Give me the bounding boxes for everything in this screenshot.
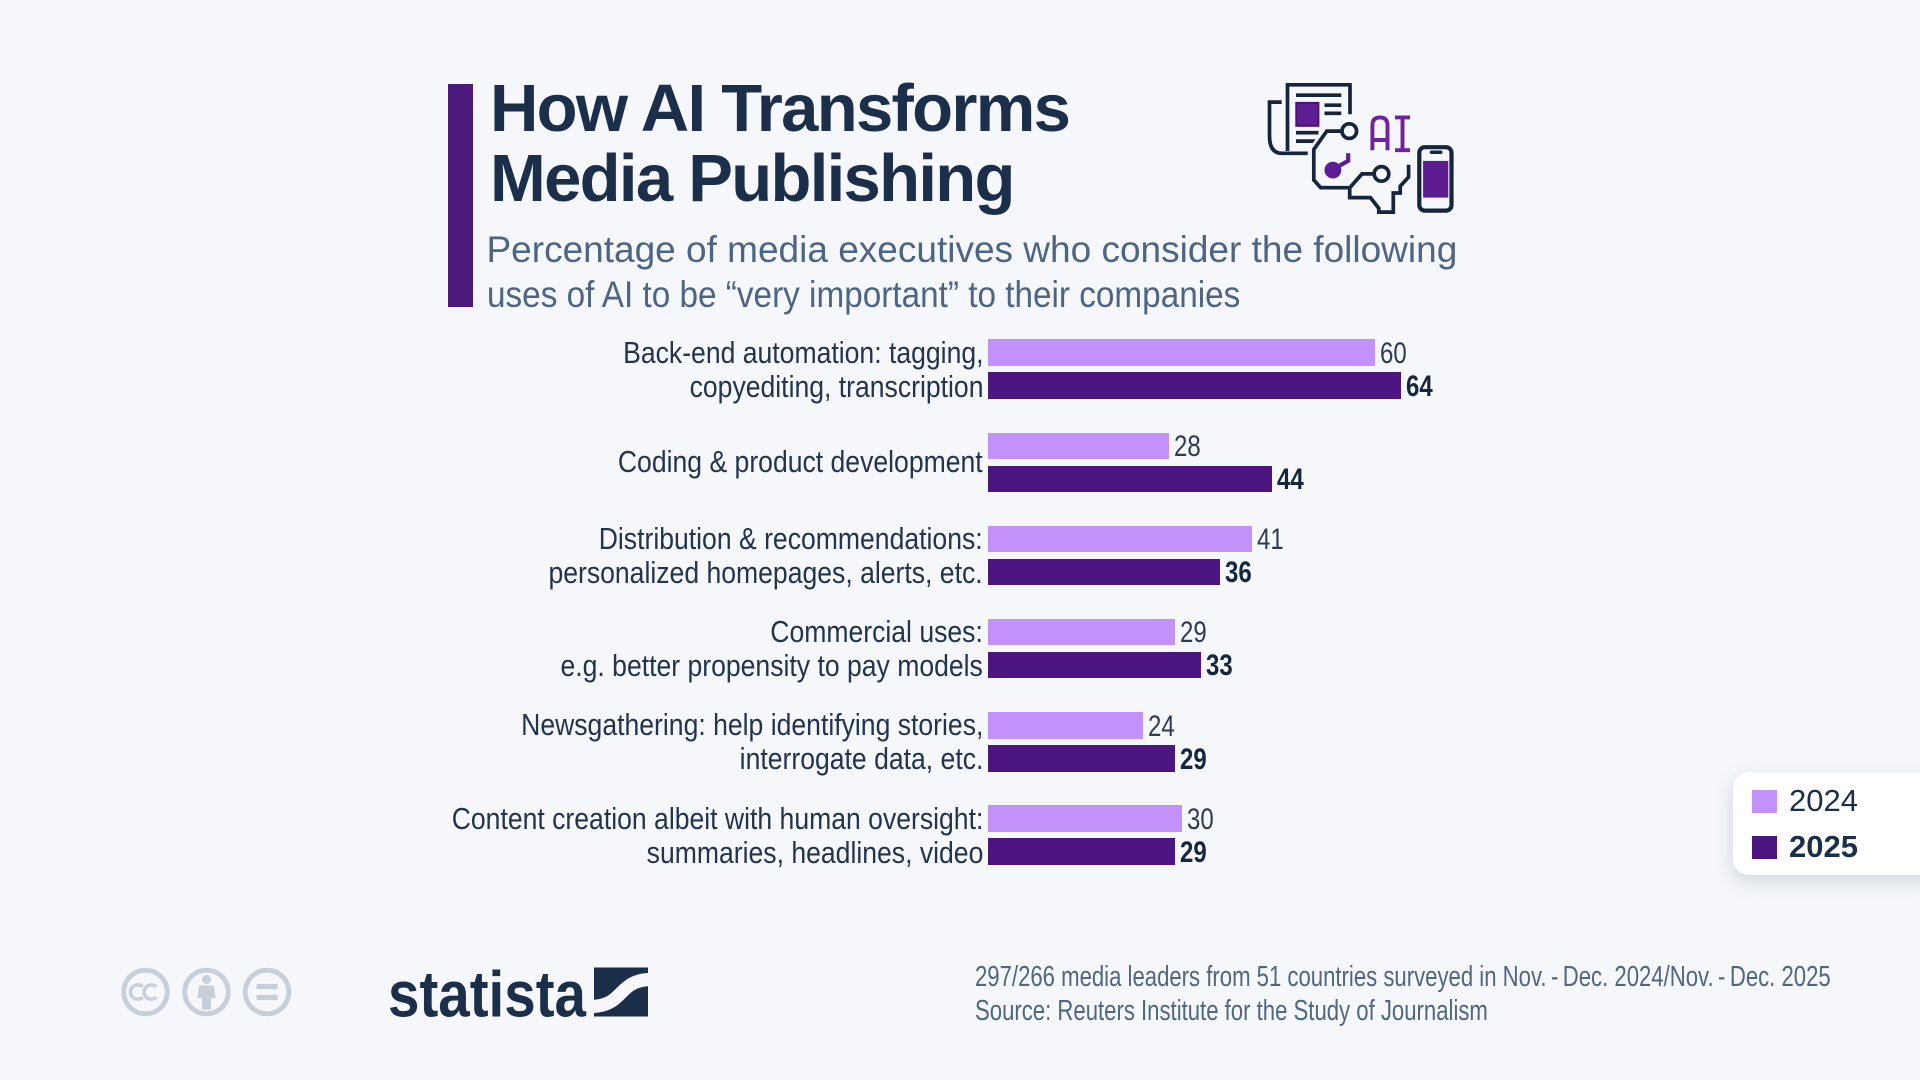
svg-text:statista: statista	[388, 958, 587, 1022]
